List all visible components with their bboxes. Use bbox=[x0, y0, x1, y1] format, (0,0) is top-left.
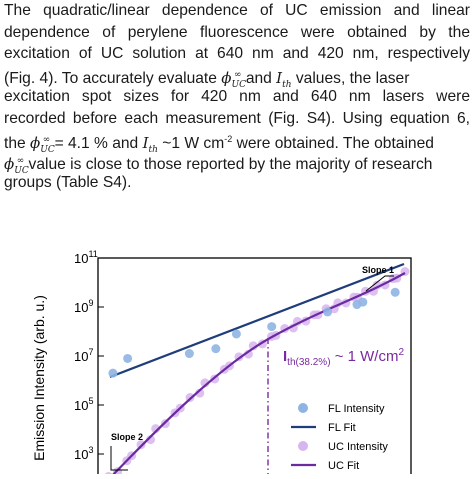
paragraph-line: recorded before each measurement (Fig. S… bbox=[4, 109, 470, 127]
figure-4-chart: Emission Intensity (arb. u.) 1011 109 107 1… bbox=[0, 246, 474, 479]
y-tick-label: 105 bbox=[74, 396, 93, 413]
fl-point bbox=[231, 329, 241, 339]
paragraph-line: groups (Table S4). bbox=[4, 174, 132, 191]
y-tick-label: 107 bbox=[74, 347, 93, 364]
legend-fl-marker bbox=[298, 403, 308, 413]
paragraph-line: excitation of UC solution at 640 nm and … bbox=[4, 45, 470, 62]
fl-point bbox=[211, 344, 221, 354]
paragraph-line: The quadratic/linear dependence of UC em… bbox=[4, 2, 470, 19]
legend-uc-marker bbox=[298, 441, 308, 451]
fl-point bbox=[323, 307, 333, 317]
paragraph-line: (Fig. 4). To accurately evaluate ϕUC∞ an… bbox=[4, 65, 470, 90]
y-tick-label: 109 bbox=[74, 298, 93, 315]
paragraph-text: and bbox=[241, 69, 277, 87]
paragraph-line: ϕUC∞ value is close to those reported by… bbox=[4, 151, 470, 176]
legend: FL Intensity FL Fit UC Intensity UC Fit bbox=[291, 403, 388, 472]
legend-uc-intensity: UC Intensity bbox=[328, 441, 388, 453]
fl-point bbox=[184, 349, 194, 359]
chart-svg: Emission Intensity (arb. u.) 10111091071… bbox=[31, 249, 412, 479]
phi-uc-symbol: ϕUC∞ bbox=[4, 154, 29, 176]
uc-fit-line bbox=[109, 272, 406, 479]
y-tick-label: 103 bbox=[74, 445, 93, 462]
paragraph-text: = 4.1 % and bbox=[50, 135, 143, 153]
unit-superscript: -2 bbox=[224, 134, 233, 144]
slope1-triangle bbox=[365, 275, 394, 292]
fl-point bbox=[390, 287, 400, 297]
threshold-label: Ith(38.2%) ~ 1 W/cm2 bbox=[283, 347, 404, 368]
i-th-symbol: Ith bbox=[142, 134, 158, 156]
legend-fl-fit: FL Fit bbox=[328, 422, 356, 434]
fl-fit-line bbox=[109, 262, 405, 379]
paragraph-line: the ϕUC∞ = 4.1 % and Ith ~1 W cm-2 were … bbox=[4, 129, 470, 156]
paragraph-text: value is close to those reported by the … bbox=[24, 155, 433, 173]
uc-point bbox=[146, 435, 156, 445]
y-axis-label: Emission Intensity (arb. u.) bbox=[31, 295, 47, 461]
fl-intensity-points bbox=[108, 287, 400, 378]
paragraph-text: (Fig. 4). To accurately evaluate bbox=[4, 69, 222, 87]
paragraph-text: ~1 W cm bbox=[157, 135, 225, 153]
fl-point bbox=[267, 322, 277, 332]
y-ticks: 1011 109 107 105 103 bbox=[74, 249, 104, 462]
paragraph-line: dependence of perylene fluorescence were… bbox=[4, 23, 470, 41]
y-tick-label: 1011 bbox=[74, 249, 98, 266]
slope1-label: Slope 1 bbox=[362, 265, 394, 275]
phi-uc-symbol: ϕUC∞ bbox=[221, 68, 246, 90]
slope2-triangle bbox=[110, 446, 128, 471]
body-paragraph: The quadratic/linear dependence of UC em… bbox=[4, 0, 470, 194]
paragraph-text: were obtained. The obtained bbox=[232, 135, 434, 153]
paragraph-text: values, the laser bbox=[291, 69, 410, 87]
fl-point bbox=[358, 297, 368, 307]
legend-uc-fit: UC Fit bbox=[328, 460, 359, 472]
legend-fl-intensity: FL Intensity bbox=[328, 403, 385, 415]
fl-point bbox=[123, 353, 133, 363]
paragraph-text: the bbox=[4, 135, 31, 153]
paragraph-line: excitation spot sizes for 420 nm and 640… bbox=[4, 88, 470, 105]
slope2-label: Slope 2 bbox=[111, 432, 143, 442]
i-th-symbol: Ith bbox=[276, 68, 292, 90]
phi-uc-symbol: ϕUC∞ bbox=[30, 134, 55, 156]
fl-point bbox=[108, 368, 118, 378]
